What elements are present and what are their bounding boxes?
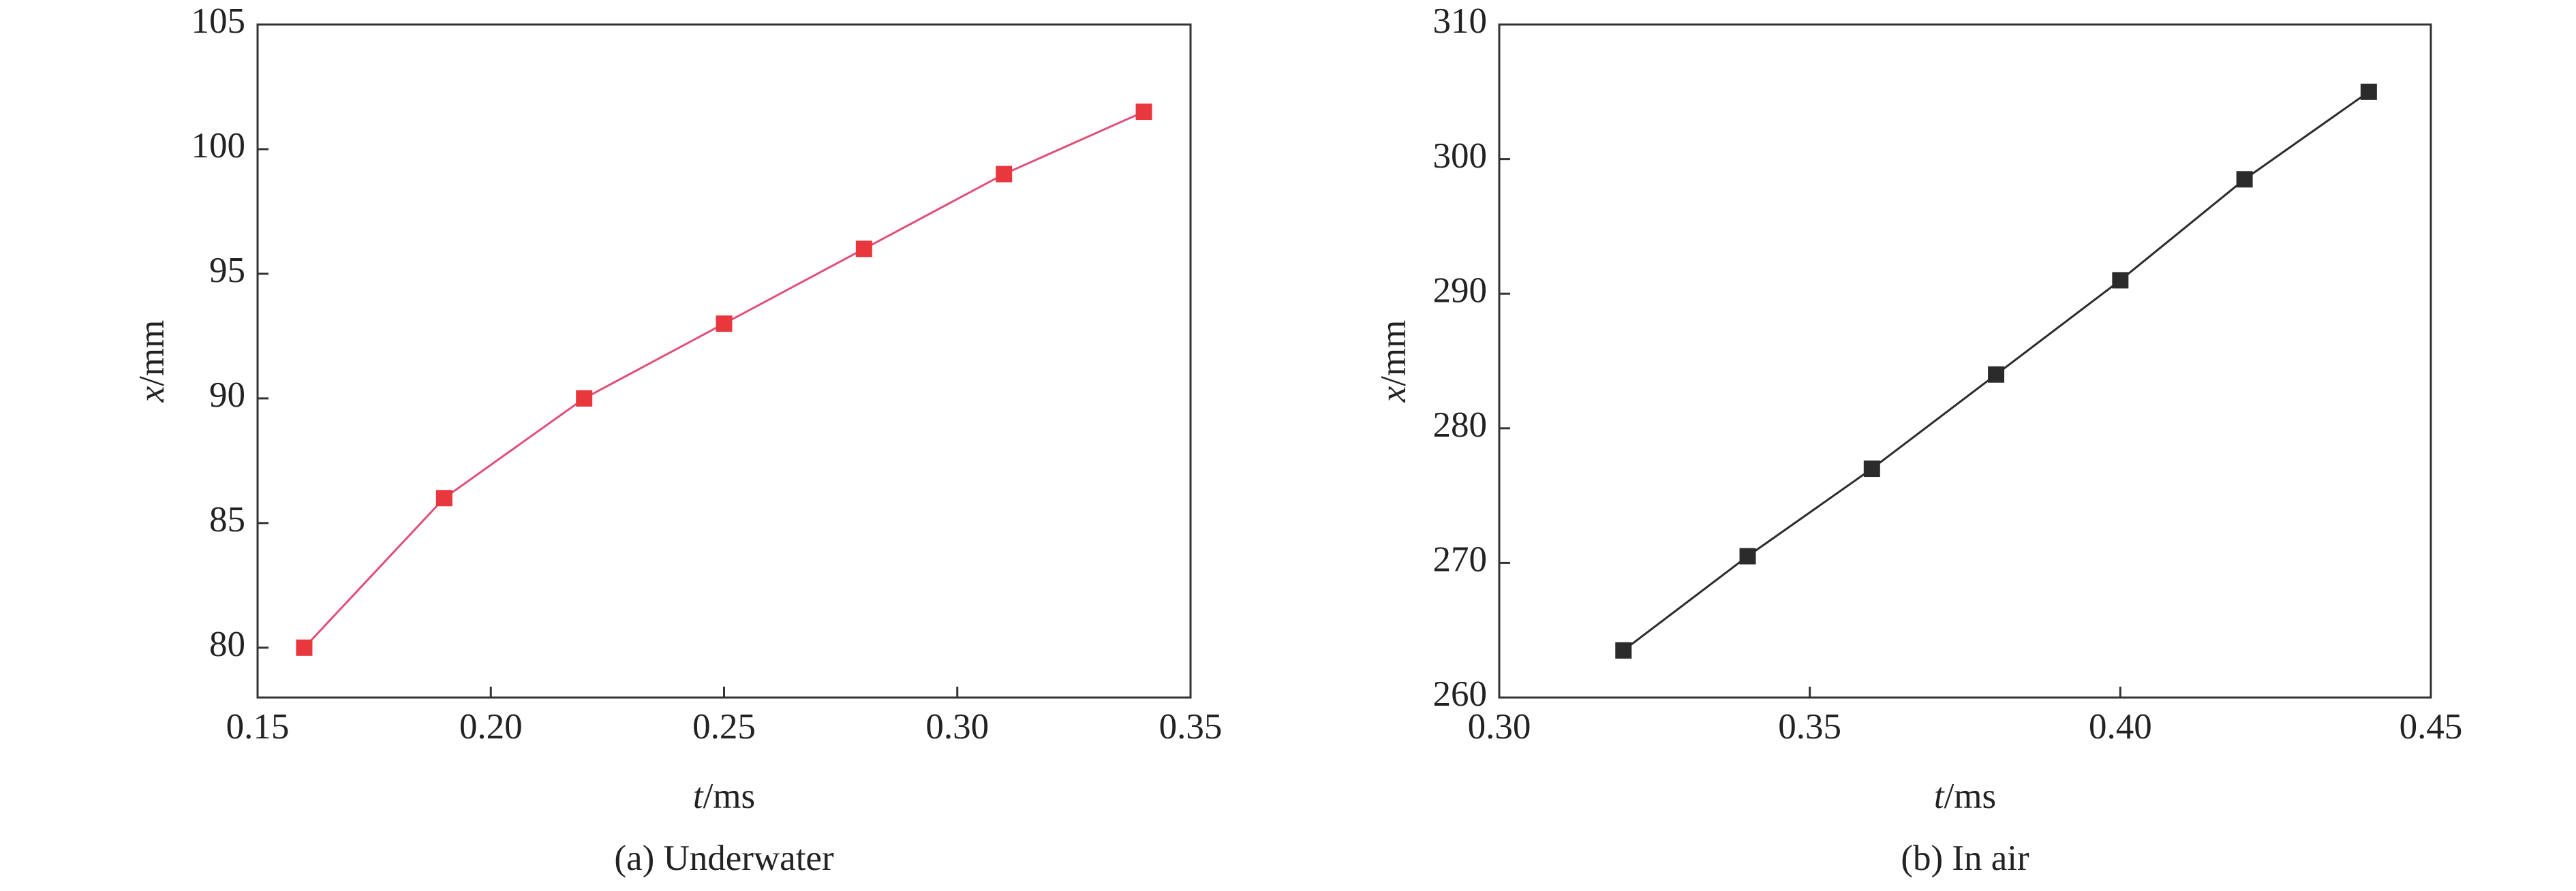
y-tick-label: 310 xyxy=(1433,1,1488,41)
y-tick-label: 85 xyxy=(209,500,245,540)
y-tick-label: 260 xyxy=(1433,674,1488,714)
data-point xyxy=(2360,83,2377,100)
data-point xyxy=(435,490,453,507)
data-point xyxy=(576,390,593,407)
x-tick-label: 0.40 xyxy=(2089,707,2152,747)
x-tick-label: 0.30 xyxy=(925,707,989,747)
x-tick-label: 0.35 xyxy=(1778,707,1841,747)
x-axis-label: t/ms xyxy=(1934,777,1996,816)
x-tick-label: 0.20 xyxy=(459,707,523,747)
data-point xyxy=(1863,460,1880,478)
plot-frame xyxy=(256,23,1192,699)
data-point xyxy=(2112,272,2129,289)
data-line xyxy=(303,110,1145,648)
chart-panel: 0.15 0.20 0.25 0.30 0.35 80 85 90 95 100 105 t/ms x/… xyxy=(132,1,1222,878)
data-point xyxy=(2236,171,2253,188)
y-tick-label: 100 xyxy=(191,126,246,166)
y-axis-label: x/mm xyxy=(1374,320,1413,403)
plot-frame xyxy=(1498,23,2432,699)
x-tick-label: 0.30 xyxy=(1468,707,1531,747)
data-point xyxy=(996,166,1013,183)
data-point xyxy=(1615,642,1632,659)
y-tick-label: 280 xyxy=(1433,405,1488,445)
y-axis-label: x/mm xyxy=(132,320,172,403)
data-point xyxy=(1739,548,1756,565)
x-tick-label: 0.35 xyxy=(1159,707,1223,747)
x-tick-label: 0.15 xyxy=(226,707,290,747)
chart-caption: (a) Underwater xyxy=(614,839,834,878)
data-point xyxy=(855,240,872,257)
data-point xyxy=(716,315,733,332)
y-tick-label: 290 xyxy=(1433,270,1488,310)
data-point xyxy=(296,639,313,656)
x-tick-label: 0.25 xyxy=(692,707,756,747)
x-tick-label: 0.45 xyxy=(2399,707,2463,747)
y-tick-label: 105 xyxy=(191,1,246,41)
y-tick-label: 90 xyxy=(209,375,245,415)
x-axis-label: t/ms xyxy=(693,777,755,816)
chart-panel: 0.30 0.35 0.40 0.45 260 270 280 290 300 310 t/ms x/… xyxy=(1374,1,2462,878)
y-tick-label: 80 xyxy=(209,625,245,664)
y-tick-label: 95 xyxy=(209,251,245,290)
y-tick-label: 270 xyxy=(1433,540,1488,580)
data-point xyxy=(1988,366,2005,383)
y-tick-label: 300 xyxy=(1433,136,1488,176)
chart-caption: (b) In air xyxy=(1901,839,2029,878)
data-point xyxy=(1135,104,1152,121)
